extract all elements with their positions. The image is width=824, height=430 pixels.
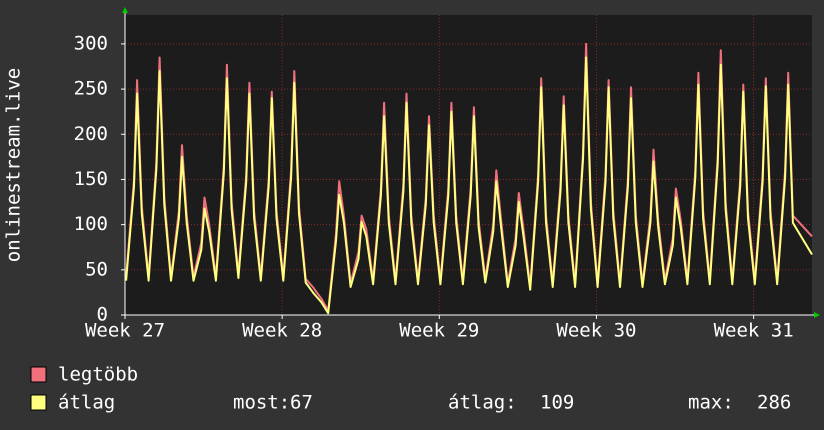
stat-label: max: [688,392,734,414]
y-tick-label: 300 [74,32,108,54]
legend-swatch [30,394,47,411]
x-tick-label: Week 27 [85,320,165,342]
lines [125,42,813,315]
legend: legtöbb átlag most: 67 átlag: 109 max: 286 [30,364,791,414]
x-tick-label: Week 28 [242,320,322,342]
y-tick-label: 250 [74,78,108,100]
legend-label: legtöbb [58,364,138,386]
x-tick-label: Week 31 [714,320,794,342]
y-arrow [122,7,128,13]
stat-value: 109 [540,392,574,414]
y-tick-label: 50 [85,258,108,280]
y-axis-label: onlinestream.live [3,68,25,262]
x-arrow [814,312,820,318]
stat-value: 67 [290,392,313,414]
stat-label: most: [233,392,290,414]
legend-label: átlag [58,392,115,414]
y-tick-label: 0 [97,304,108,326]
series-line [125,56,813,315]
legend-swatch [30,366,47,383]
x-tick-label: Week 30 [556,320,636,342]
y-tick-label: 150 [74,168,108,190]
x-tick-label: Week 29 [399,320,479,342]
stat-label: átlag: [448,392,517,414]
y-tick-label: 200 [74,123,108,145]
y-tick-label: 100 [74,213,108,235]
stat-value: 286 [757,392,791,414]
